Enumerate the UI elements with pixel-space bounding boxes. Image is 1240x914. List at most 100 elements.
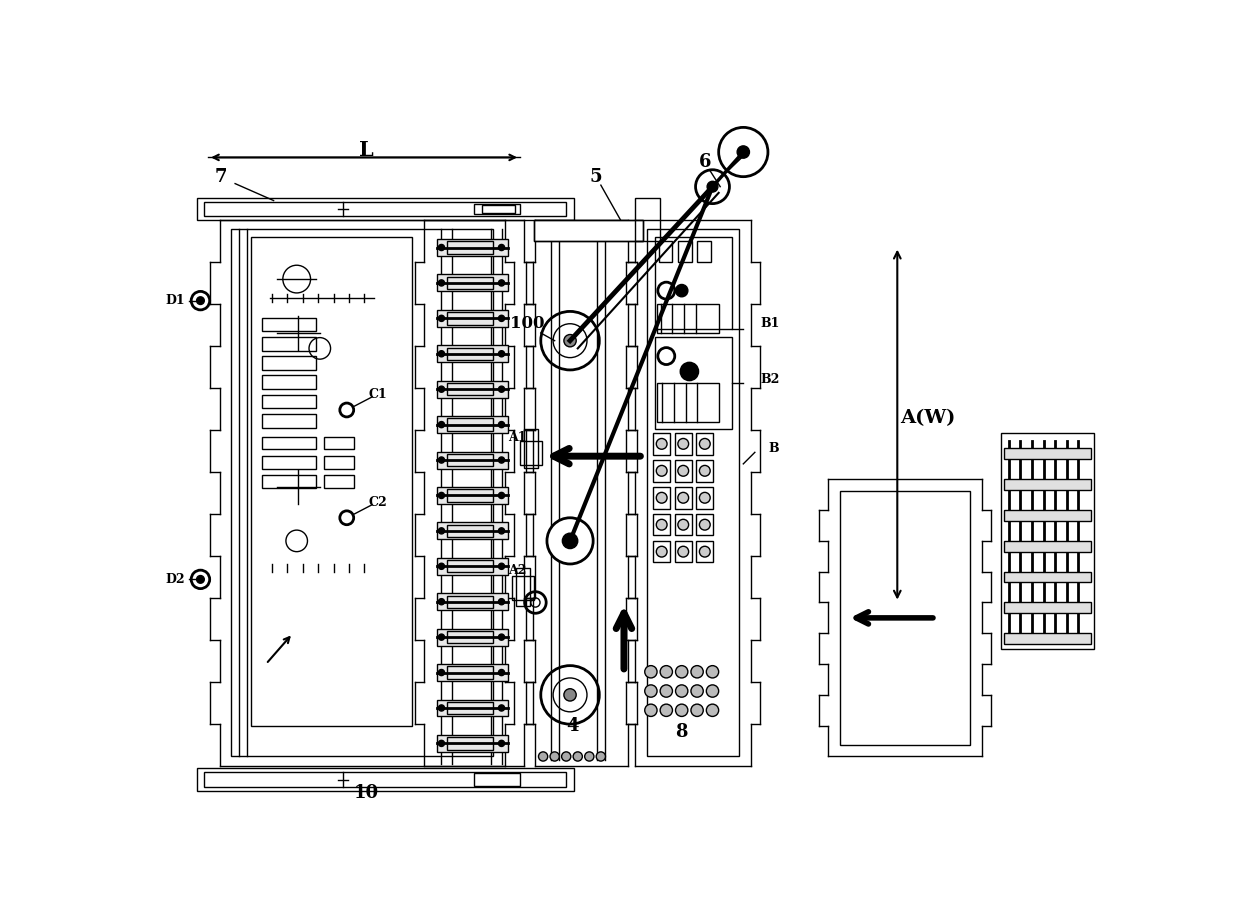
Bar	[657, 383, 719, 421]
Text: 10: 10	[353, 783, 378, 802]
Circle shape	[564, 689, 577, 701]
Circle shape	[439, 280, 444, 286]
Circle shape	[678, 439, 688, 450]
Circle shape	[645, 685, 657, 697]
Bar	[446, 241, 494, 254]
Bar	[436, 593, 507, 611]
Bar	[697, 433, 713, 454]
Bar	[653, 460, 670, 482]
Bar	[446, 419, 494, 430]
Circle shape	[691, 685, 703, 697]
Circle shape	[737, 146, 749, 158]
Bar	[446, 525, 494, 537]
Bar	[436, 629, 507, 645]
Bar	[675, 460, 692, 482]
Text: B2: B2	[760, 373, 780, 386]
Bar	[474, 204, 520, 215]
Bar	[1003, 510, 1091, 521]
Circle shape	[678, 547, 688, 557]
Circle shape	[439, 527, 444, 534]
Text: 6: 6	[698, 153, 711, 171]
Circle shape	[498, 669, 505, 675]
Bar	[655, 237, 732, 329]
Bar	[446, 738, 494, 749]
Circle shape	[660, 704, 672, 717]
Circle shape	[707, 685, 719, 697]
Circle shape	[707, 704, 719, 717]
Circle shape	[596, 752, 605, 761]
Bar	[675, 514, 692, 536]
Bar	[436, 523, 507, 539]
Text: D2: D2	[165, 573, 185, 586]
Text: C1: C1	[368, 388, 387, 401]
Circle shape	[699, 465, 711, 476]
Bar	[262, 414, 316, 428]
Circle shape	[563, 533, 578, 548]
Circle shape	[676, 685, 688, 697]
Bar	[474, 773, 520, 786]
Bar	[1003, 479, 1091, 490]
Bar	[436, 310, 507, 327]
Circle shape	[498, 280, 505, 286]
Circle shape	[678, 519, 688, 530]
Circle shape	[498, 599, 505, 605]
Bar	[436, 664, 507, 681]
Circle shape	[645, 665, 657, 678]
Circle shape	[707, 665, 719, 678]
Bar	[262, 475, 316, 488]
Bar	[697, 460, 713, 482]
Bar	[436, 239, 507, 256]
Bar	[324, 437, 355, 450]
Bar	[250, 237, 412, 726]
Text: 100: 100	[511, 315, 544, 333]
Circle shape	[564, 335, 577, 346]
Bar	[446, 560, 494, 572]
Bar	[1001, 433, 1094, 649]
Bar	[205, 772, 567, 787]
Bar	[197, 768, 574, 792]
Circle shape	[699, 547, 711, 557]
Bar	[446, 596, 494, 608]
Bar	[436, 416, 507, 433]
Bar	[262, 437, 316, 450]
Circle shape	[656, 493, 667, 503]
Circle shape	[498, 421, 505, 428]
Bar	[1003, 571, 1091, 582]
Bar	[534, 219, 644, 241]
Circle shape	[699, 493, 711, 503]
Circle shape	[439, 351, 444, 356]
Bar	[653, 433, 670, 454]
Circle shape	[439, 599, 444, 605]
Bar	[436, 558, 507, 575]
Circle shape	[656, 439, 667, 450]
Circle shape	[645, 704, 657, 717]
Text: 5: 5	[589, 168, 601, 186]
Bar	[647, 229, 739, 757]
Bar	[1003, 449, 1091, 459]
Bar	[653, 514, 670, 536]
Circle shape	[439, 386, 444, 392]
Bar	[446, 347, 494, 360]
Circle shape	[498, 457, 505, 463]
Bar	[512, 576, 534, 600]
Circle shape	[676, 665, 688, 678]
Circle shape	[197, 297, 205, 304]
Bar	[446, 631, 494, 643]
Circle shape	[656, 547, 667, 557]
Bar	[205, 202, 567, 216]
Bar	[520, 441, 542, 465]
Bar	[516, 568, 529, 606]
Bar	[231, 229, 494, 757]
Circle shape	[696, 170, 729, 204]
Bar	[436, 699, 507, 717]
Circle shape	[439, 493, 444, 498]
Bar	[436, 452, 507, 469]
Circle shape	[656, 519, 667, 530]
Circle shape	[551, 752, 559, 761]
Bar	[262, 337, 316, 351]
Text: B1: B1	[760, 317, 780, 330]
Bar	[1003, 602, 1091, 613]
Circle shape	[498, 244, 505, 250]
Bar	[197, 198, 574, 219]
Circle shape	[498, 386, 505, 392]
